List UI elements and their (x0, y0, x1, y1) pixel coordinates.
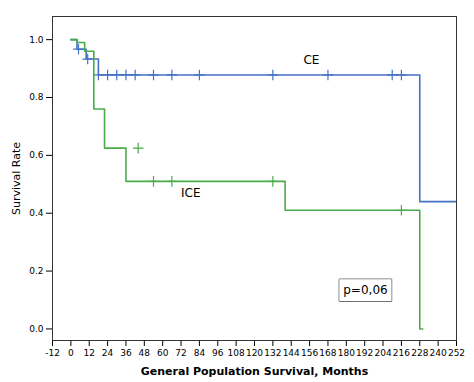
svg-text:0.6: 0.6 (29, 150, 44, 160)
svg-text:1.0: 1.0 (29, 35, 44, 45)
svg-text:36: 36 (120, 348, 132, 358)
svg-text:-12: -12 (45, 348, 60, 358)
svg-text:0.4: 0.4 (29, 208, 44, 218)
svg-text:108: 108 (228, 348, 245, 358)
svg-text:0.2: 0.2 (29, 266, 43, 276)
svg-text:204: 204 (374, 348, 391, 358)
svg-text:216: 216 (393, 348, 410, 358)
svg-text:CE: CE (303, 53, 319, 67)
svg-text:192: 192 (356, 348, 373, 358)
svg-text:0.0: 0.0 (29, 324, 44, 334)
svg-text:96: 96 (212, 348, 224, 358)
svg-text:0.8: 0.8 (29, 92, 44, 102)
svg-text:Survival Rate: Survival Rate (10, 142, 23, 215)
svg-text:120: 120 (246, 348, 263, 358)
svg-text:24: 24 (102, 348, 114, 358)
svg-text:252: 252 (448, 348, 465, 358)
svg-text:144: 144 (283, 348, 300, 358)
svg-text:168: 168 (319, 348, 336, 358)
svg-text:132: 132 (264, 348, 281, 358)
svg-text:p=0,06: p=0,06 (343, 283, 387, 297)
svg-text:180: 180 (338, 348, 355, 358)
svg-text:240: 240 (430, 348, 447, 358)
svg-text:48: 48 (139, 348, 151, 358)
svg-text:72: 72 (175, 348, 186, 358)
svg-text:84: 84 (194, 348, 206, 358)
svg-text:228: 228 (411, 348, 428, 358)
svg-text:ICE: ICE (181, 186, 201, 200)
svg-text:60: 60 (157, 348, 169, 358)
svg-text:General Population Survival, M: General Population Survival, Months (141, 365, 369, 378)
svg-text:156: 156 (301, 348, 318, 358)
svg-text:12: 12 (84, 348, 95, 358)
svg-text:0: 0 (68, 348, 74, 358)
